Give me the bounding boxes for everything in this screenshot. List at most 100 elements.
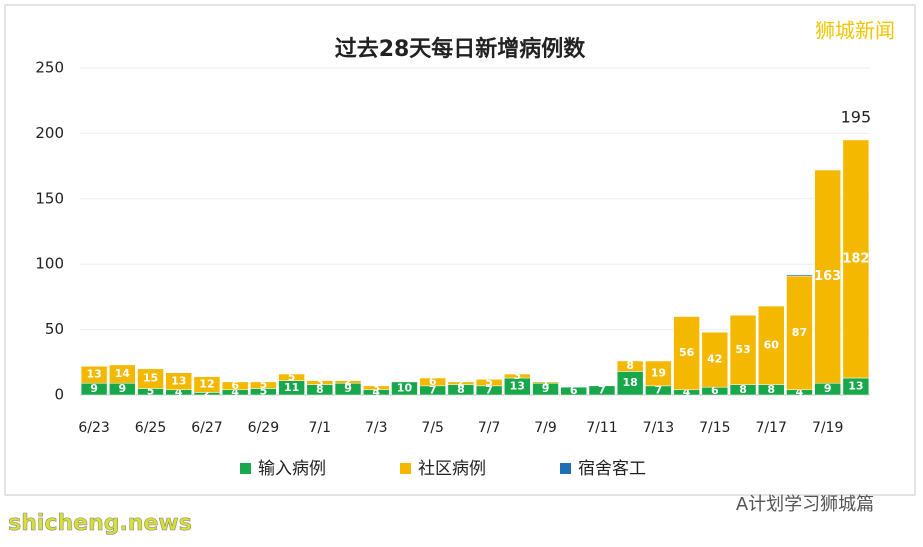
data-label: 60 — [764, 338, 780, 351]
data-label: 87 — [792, 326, 807, 339]
data-label: 13 — [510, 379, 525, 392]
data-label: 18 — [623, 376, 638, 389]
data-label: 13 — [171, 374, 186, 387]
data-label: 2 — [203, 387, 211, 400]
data-label: 5 — [288, 370, 296, 383]
data-label: 19 — [651, 366, 666, 379]
data-label: 7 — [655, 383, 663, 396]
data-label: 4 — [683, 385, 691, 398]
chart-title: 过去28天每日新增病例数 — [335, 36, 587, 62]
data-label: 6 — [231, 379, 239, 392]
bar-segment — [842, 139, 870, 379]
y-tick-label: 200 — [35, 124, 64, 142]
y-tick-label: 100 — [35, 255, 64, 273]
bar-segment — [193, 376, 221, 393]
data-label: 2 — [457, 376, 465, 389]
bar-segment — [250, 381, 277, 389]
data-label: 7 — [429, 383, 437, 396]
bar-segment — [504, 373, 531, 379]
data-label: 5 — [485, 376, 493, 389]
data-label: 3 — [316, 376, 324, 389]
x-tick-label: 7/17 — [756, 420, 787, 436]
data-label: 4 — [231, 385, 239, 398]
data-label: 15 — [143, 372, 158, 385]
data-label: 8 — [739, 383, 747, 396]
data-label: 7 — [598, 383, 606, 396]
bar-segment — [673, 316, 700, 391]
legend-label: 输入病例 — [258, 459, 326, 479]
watermark: shicheng.news — [8, 511, 192, 536]
data-label: 8 — [457, 383, 465, 396]
legend-swatch — [560, 463, 571, 474]
bar-segment — [560, 386, 587, 396]
total-label: 195 — [841, 107, 872, 126]
data-label: 8 — [626, 359, 634, 372]
data-label: 9 — [90, 382, 98, 395]
y-tick-label: 250 — [35, 59, 64, 77]
legend-label: 社区病例 — [418, 459, 486, 479]
bar-segment — [137, 368, 164, 389]
bar-segment — [221, 381, 249, 391]
watermark: 狮城新闻 — [815, 19, 895, 43]
bar-segment — [306, 380, 334, 385]
bar-segment — [391, 381, 418, 396]
data-label: 3 — [372, 381, 380, 394]
bar-segment — [475, 379, 503, 387]
data-label: 11 — [284, 381, 299, 394]
data-label: 6 — [711, 384, 719, 397]
x-tick-label: 7/3 — [365, 420, 388, 436]
x-tick-label: 6/25 — [135, 420, 166, 436]
data-label: 1 — [542, 376, 550, 389]
bar-segment — [165, 372, 192, 391]
y-tick-label: 150 — [35, 189, 64, 207]
bar-segment — [334, 380, 362, 384]
x-tick-label: 6/23 — [78, 420, 109, 436]
bar-segment — [758, 305, 785, 385]
legend-swatch — [400, 463, 411, 474]
data-label: 4 — [796, 385, 804, 398]
bar-segment — [419, 377, 446, 387]
bar-segment — [278, 373, 305, 381]
bar-segment — [786, 275, 813, 391]
y-tick-label: 50 — [45, 320, 64, 338]
bar-segment — [729, 314, 757, 385]
data-label: 9 — [118, 382, 126, 395]
data-label: 8 — [316, 383, 324, 396]
data-label: 9 — [344, 382, 352, 395]
x-tick-label: 7/9 — [534, 420, 557, 436]
legend-swatch — [240, 463, 251, 474]
bar-segment — [588, 385, 616, 396]
x-tick-label: 7/15 — [699, 420, 730, 436]
data-label: 6 — [429, 375, 437, 388]
data-label: 8 — [767, 383, 775, 396]
data-label: 10 — [397, 381, 413, 394]
data-label: 14 — [115, 367, 131, 380]
data-label: 5 — [147, 385, 155, 398]
data-label: 9 — [824, 382, 832, 395]
legend-label: 宿舍客工 — [578, 459, 646, 479]
data-label: 13 — [86, 368, 101, 381]
bar-segment — [645, 360, 672, 387]
data-label: 4 — [175, 385, 183, 398]
data-label: 182 — [842, 251, 869, 266]
data-label: 12 — [199, 378, 214, 391]
data-label: 5 — [260, 385, 268, 398]
bar-segment — [616, 360, 644, 372]
x-tick-label: 7/7 — [478, 420, 501, 436]
data-label: 9 — [542, 382, 550, 395]
bar-segment — [80, 365, 108, 384]
chart-frame — [4, 4, 916, 496]
bar-segment — [786, 274, 813, 277]
data-label: 2 — [344, 375, 352, 388]
x-tick-label: 7/11 — [586, 420, 617, 436]
data-label: 53 — [735, 343, 750, 356]
data-label: 6 — [570, 384, 578, 397]
x-tick-label: 7/5 — [421, 420, 444, 436]
watermark: A计划学习狮城篇 — [736, 494, 874, 515]
bar-segment — [109, 364, 136, 384]
x-tick-label: 6/27 — [191, 420, 222, 436]
data-label: 3 — [513, 369, 521, 382]
bar-segment — [701, 331, 729, 388]
data-label: 56 — [679, 346, 695, 359]
